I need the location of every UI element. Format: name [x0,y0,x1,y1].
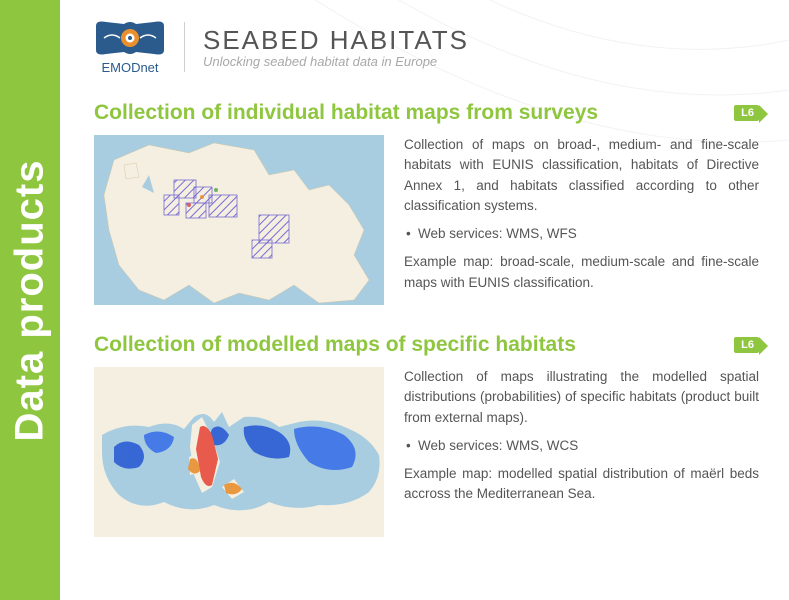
header-divider [184,22,185,72]
sidebar-label: Data products [8,159,53,441]
section-description: Collection of maps illustrating the mode… [404,367,759,537]
logo-label: EMODnet [101,60,158,75]
section-head: Collection of individual habitat maps fr… [94,101,759,125]
title-block: SEABED HABITATS Unlocking seabed habitat… [203,25,469,69]
section-body: Collection of maps on broad-, medium- an… [94,135,759,305]
page-content: EMODnet SEABED HABITATS Unlocking seabed… [60,0,789,600]
tag-badge: L6 [734,105,759,121]
section-surveys: Collection of individual habitat maps fr… [94,101,759,305]
desc-paragraph: Collection of maps on broad-, medium- an… [404,135,759,216]
section-title: Collection of individual habitat maps fr… [94,101,598,125]
section-body: Collection of maps illustrating the mode… [94,367,759,537]
page-subtitle: Unlocking seabed habitat data in Europe [203,54,469,69]
section-head: Collection of modelled maps of specific … [94,333,759,357]
desc-example: Example map: modelled spatial distributi… [404,464,759,505]
desc-example: Example map: broad-scale, medium-scale a… [404,252,759,293]
desc-bullet: Web services: WMS, WFS [404,224,759,244]
page-title: SEABED HABITATS [203,25,469,56]
sidebar: Data products [0,0,60,600]
emodnet-logo-icon [94,18,166,58]
map-thumbnail-mediterranean [94,367,384,537]
header: EMODnet SEABED HABITATS Unlocking seabed… [94,18,759,75]
section-title: Collection of modelled maps of specific … [94,333,576,357]
section-modelled: Collection of modelled maps of specific … [94,333,759,537]
desc-bullet: Web services: WMS, WCS [404,436,759,456]
map-thumbnail-europe [94,135,384,305]
logo: EMODnet [94,18,166,75]
section-description: Collection of maps on broad-, medium- an… [404,135,759,305]
desc-paragraph: Collection of maps illustrating the mode… [404,367,759,428]
tag-badge: L6 [734,337,759,353]
